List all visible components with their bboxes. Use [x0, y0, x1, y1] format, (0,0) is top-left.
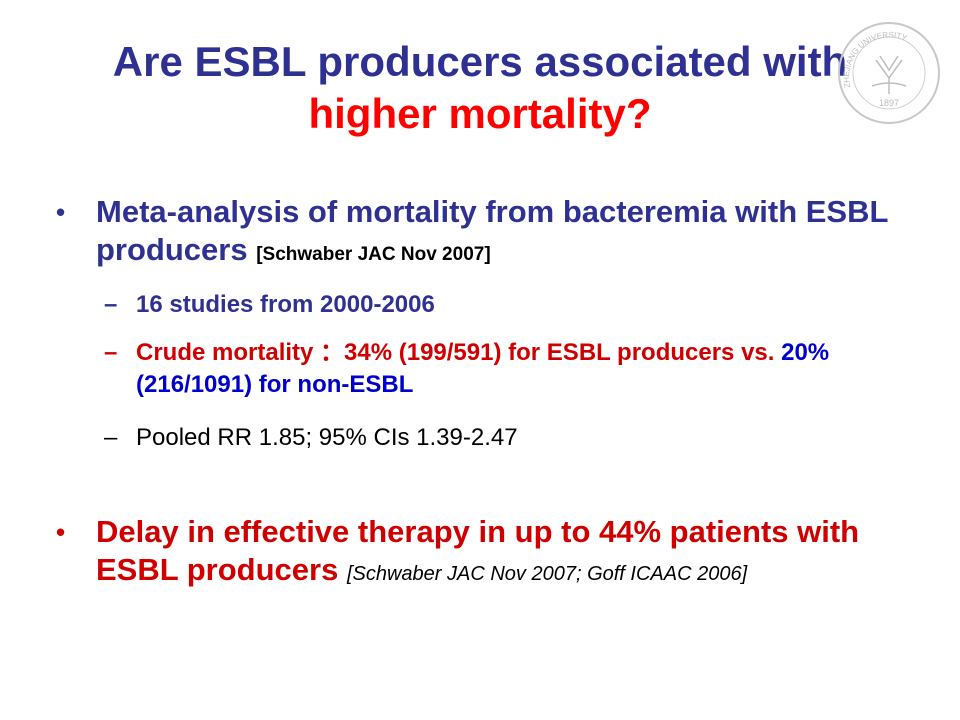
subitem-red-text: Crude mortality ：34% (199/591) for ESBL … — [136, 339, 775, 366]
subitem-blue-text: 20% (216/1091) for non-ESBL — [136, 339, 830, 398]
bullet-reference: [Schwaber JAC Nov 2007; Goff ICAAC 2006] — [346, 563, 748, 585]
subitem-marker: – — [104, 424, 118, 451]
bullet-main-text: Meta-analysis of mortality from bacterem… — [96, 194, 888, 267]
bullet-main-text: Delay in effective therapy in up to 44% … — [96, 514, 860, 587]
logo-year: 1897 — [879, 98, 899, 108]
slide-title: Are ESBL producers associated with highe… — [40, 36, 920, 140]
bullet-marker: • — [56, 517, 66, 547]
subitem-text: 16 studies from 2000-2006 — [136, 291, 435, 318]
zhejiang-university-seal-icon: 1897 ZHEJIANG UNIVERSITY — [838, 22, 940, 124]
subitem-marker: – — [104, 291, 118, 318]
title-line-2: higher mortality? — [308, 90, 652, 137]
title-line-1: Are ESBL producers associated with — [112, 38, 848, 85]
subitem-marker: – — [104, 339, 118, 366]
subitem-text: Crude mortality ：34% (199/591) for ESBL … — [136, 337, 856, 401]
bullet-text: Meta-analysis of mortality from bacterem… — [96, 193, 916, 274]
bullet-marker: • — [56, 197, 66, 227]
bullet-text: Delay in effective therapy in up to 44% … — [96, 513, 916, 593]
bullet-reference: [Schwaber JAC Nov 2007] — [256, 244, 491, 265]
subitem-text: Pooled RR 1.85; 95% CIs 1.39-2.47 — [136, 424, 518, 451]
